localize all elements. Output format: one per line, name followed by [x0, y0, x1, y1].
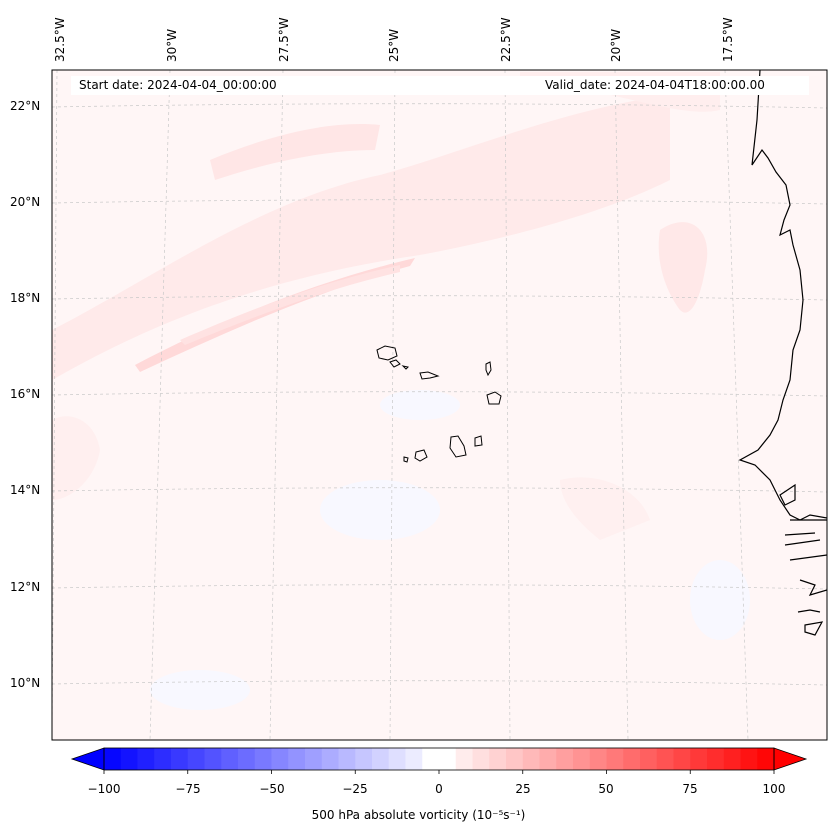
valid-date-value: 2024-04-04T18:00:00.00	[614, 78, 765, 92]
colorbar-segment	[472, 748, 490, 770]
colorbar-segment	[623, 748, 641, 770]
colorbar-segment	[757, 748, 775, 770]
colorbar-segment	[221, 748, 239, 770]
colorbar-segment	[355, 748, 373, 770]
island-maio	[474, 435, 483, 447]
island-sao-vicente	[389, 359, 401, 368]
lon-label-22-5w: 22.5°W	[499, 17, 513, 62]
colorbar-segment	[556, 748, 574, 770]
island-santiago	[449, 435, 467, 458]
colorbar-max-extend	[773, 747, 808, 771]
colorbar-tick-label: −25	[342, 782, 368, 796]
colorbar-segment	[120, 748, 138, 770]
island-sao-nicolau	[419, 371, 440, 380]
negative-vorticity-patch-3	[380, 390, 460, 420]
colorbar-tick-label: 75	[682, 782, 698, 796]
gridlines	[52, 70, 827, 740]
colorbar-segment	[723, 748, 741, 770]
colorbar-segment	[154, 748, 172, 770]
island-sal	[485, 361, 492, 377]
lon-label-17-5w: 17.5°W	[721, 17, 735, 62]
lon-label-30w: 30°W	[165, 28, 179, 62]
negative-vorticity-patch-1	[320, 480, 440, 540]
colorbar	[70, 747, 808, 774]
vorticity-band-main	[52, 95, 670, 380]
colorbar-segment	[690, 748, 708, 770]
lat-label-16n: 16°N	[10, 387, 41, 401]
colorbar-segment	[187, 748, 205, 770]
info-box	[71, 76, 809, 95]
colorbar-segment	[640, 748, 658, 770]
colorbar-segment	[405, 748, 423, 770]
colorbar-segment	[656, 748, 674, 770]
colorbar-segment	[271, 748, 289, 770]
colorbar-segment	[388, 748, 406, 770]
valid-date-text: Valid_date: 2024-04-04T18:00:00.00	[545, 78, 765, 92]
island-santa-luzia	[401, 365, 410, 370]
colorbar-tick-label: −100	[87, 782, 121, 796]
colorbar-segment	[606, 748, 624, 770]
colorbar-tick-label: 0	[435, 782, 443, 796]
negative-vorticity-patch-4	[690, 560, 750, 640]
colorbar-segment	[673, 748, 691, 770]
colorbar-segment	[372, 748, 390, 770]
colorbar-tick-label: −75	[175, 782, 201, 796]
lon-label-27-5w: 27.5°W	[277, 17, 291, 62]
colorbar-tick-label: 100	[762, 782, 786, 796]
lat-label-22n: 22°N	[10, 99, 41, 113]
start-date-label: Start date:	[79, 78, 144, 92]
lon-label-20w: 20°W	[609, 28, 623, 62]
vorticity-patch-south	[560, 477, 650, 540]
vorticity-patch-west	[52, 416, 100, 500]
colorbar-segment	[321, 748, 339, 770]
vorticity-patch-east	[658, 222, 708, 313]
colorbar-segment	[707, 748, 725, 770]
colorbar-tick-label: 50	[598, 782, 614, 796]
colorbar-segment	[506, 748, 524, 770]
island-santo-antao	[376, 345, 398, 361]
start-date-text: Start date: 2024-04-04_00:00:00	[79, 78, 277, 92]
colorbar-segment	[288, 748, 306, 770]
vorticity-band-secondary	[180, 265, 400, 345]
colorbar-segment	[455, 748, 473, 770]
colorbar-title: 500 hPa absolute vorticity (10⁻⁵s⁻¹)	[311, 808, 526, 822]
colorbar-segment	[171, 748, 189, 770]
vorticity-patch-north	[210, 124, 380, 180]
colorbar-tick-label: −50	[259, 782, 285, 796]
lat-label-18n: 18°N	[10, 291, 41, 305]
island-boa-vista	[486, 391, 502, 405]
colorbar-segment	[489, 748, 507, 770]
negative-vorticity-patch-2	[150, 670, 250, 710]
lat-label-12n: 12°N	[10, 580, 41, 594]
lat-label-20n: 20°N	[10, 195, 41, 209]
lat-label-14n: 14°N	[10, 483, 41, 497]
colorbar-segment	[254, 748, 272, 770]
colorbar-segment	[204, 748, 222, 770]
african-coastline	[738, 70, 827, 636]
colorbar-segment	[589, 748, 607, 770]
colorbar-segment	[137, 748, 155, 770]
lon-label-25w: 25°W	[387, 28, 401, 62]
cape-verde-islands	[376, 345, 502, 463]
colorbar-tick-label: 25	[515, 782, 531, 796]
colorbar-segment	[238, 748, 256, 770]
colorbar-segment	[104, 748, 122, 770]
colorbar-segment	[573, 748, 591, 770]
lon-label-32-5w: 32.5°W	[53, 17, 67, 62]
colorbar-segment	[305, 748, 323, 770]
colorbar-segment	[522, 748, 540, 770]
colorbar-segment	[422, 748, 440, 770]
island-brava	[403, 456, 409, 463]
island-fogo	[414, 449, 428, 462]
colorbar-segment	[539, 748, 557, 770]
colorbar-min-extend	[70, 747, 105, 771]
map-frame	[51, 69, 828, 741]
colorbar-segment	[740, 748, 758, 770]
colorbar-segment	[439, 748, 457, 770]
valid-date-label: Valid_date:	[545, 78, 612, 92]
colorbar-segment	[338, 748, 356, 770]
start-date-value: 2024-04-04_00:00:00	[147, 78, 277, 92]
lat-label-10n: 10°N	[10, 676, 41, 690]
